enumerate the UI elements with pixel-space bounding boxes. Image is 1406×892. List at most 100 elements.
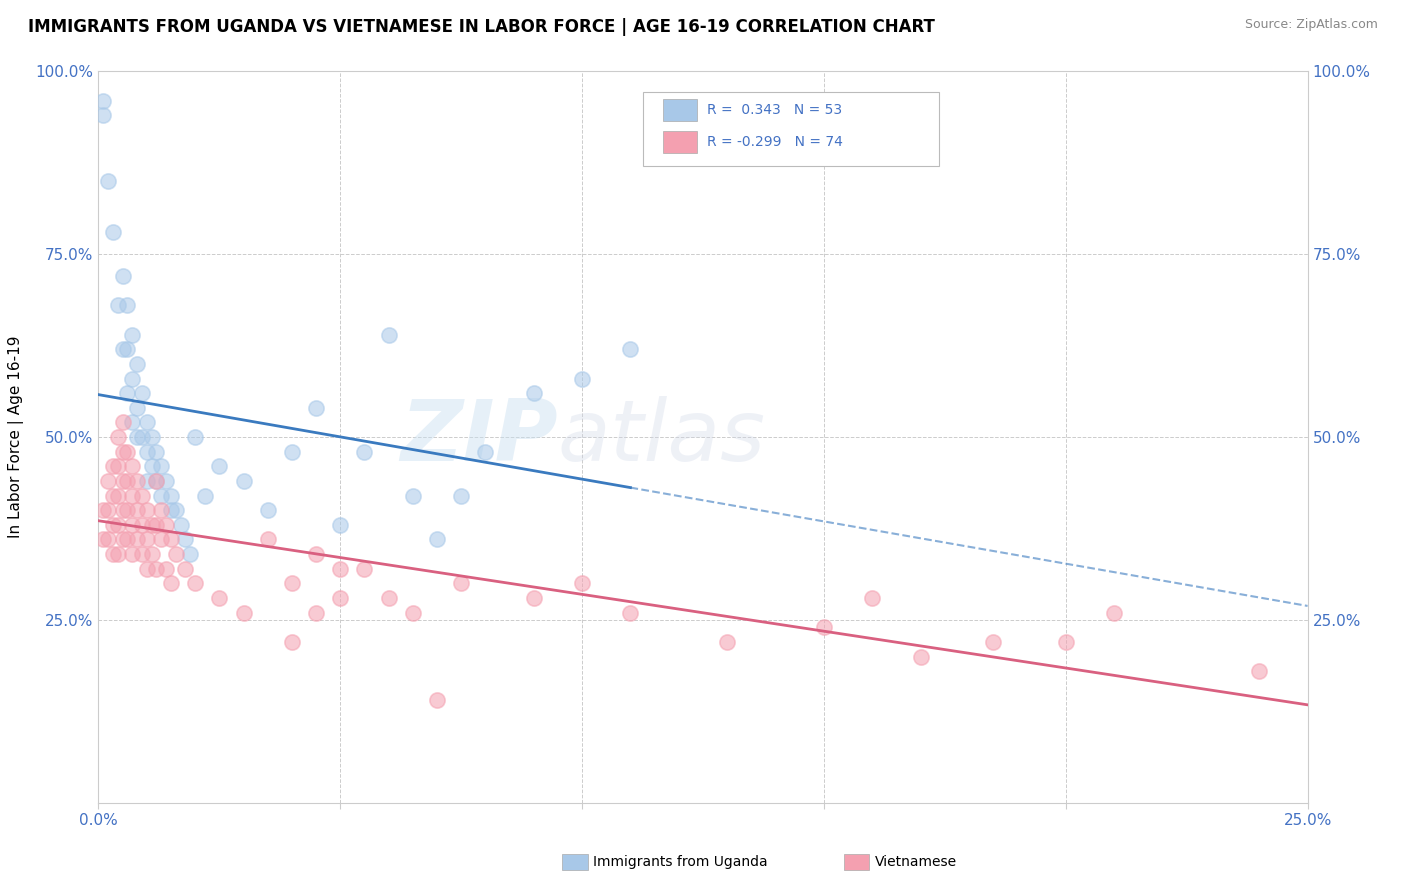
Point	[135, 444, 157, 458]
Point	[121, 547, 143, 561]
Point	[232, 606, 254, 620]
Point	[860, 591, 883, 605]
Point	[91, 503, 114, 517]
Point	[111, 269, 134, 284]
Point	[91, 94, 114, 108]
Point	[523, 386, 546, 401]
Point	[571, 371, 593, 385]
Y-axis label: In Labor Force | Age 16-19: In Labor Force | Age 16-19	[8, 335, 24, 539]
Point	[131, 489, 153, 503]
Point	[716, 635, 738, 649]
Point	[450, 489, 472, 503]
Point	[150, 489, 173, 503]
Point	[131, 547, 153, 561]
Point	[117, 444, 139, 458]
Point	[121, 459, 143, 474]
Point	[141, 517, 163, 532]
Bar	[664, 131, 697, 153]
Point	[150, 459, 173, 474]
Point	[111, 444, 134, 458]
Point	[305, 606, 328, 620]
Point	[107, 547, 129, 561]
Point	[145, 474, 167, 488]
Point	[135, 416, 157, 430]
Point	[155, 562, 177, 576]
Point	[184, 576, 207, 591]
Text: Source: ZipAtlas.com: Source: ZipAtlas.com	[1244, 18, 1378, 31]
Point	[111, 474, 134, 488]
Point	[121, 327, 143, 342]
Point	[121, 489, 143, 503]
Point	[145, 562, 167, 576]
Point	[111, 343, 134, 357]
Point	[117, 533, 139, 547]
Point	[131, 386, 153, 401]
Point	[402, 606, 425, 620]
Point	[305, 547, 328, 561]
Point	[135, 533, 157, 547]
Point	[353, 444, 375, 458]
Point	[141, 547, 163, 561]
Point	[450, 576, 472, 591]
Point	[117, 298, 139, 312]
Point	[107, 430, 129, 444]
Point	[305, 401, 328, 415]
Point	[117, 343, 139, 357]
Point	[127, 357, 149, 371]
Point	[426, 533, 449, 547]
Point	[91, 533, 114, 547]
Point	[1054, 635, 1077, 649]
FancyBboxPatch shape	[643, 92, 939, 167]
Point	[101, 547, 124, 561]
Point	[145, 517, 167, 532]
Point	[160, 503, 183, 517]
Point	[131, 430, 153, 444]
Point	[1102, 606, 1125, 620]
Point	[127, 430, 149, 444]
Point	[91, 108, 114, 122]
Point	[474, 444, 496, 458]
Point	[208, 459, 231, 474]
Point	[377, 591, 399, 605]
Point	[426, 693, 449, 707]
Point	[135, 474, 157, 488]
Point	[619, 343, 641, 357]
Point	[281, 444, 304, 458]
Point	[101, 489, 124, 503]
Point	[281, 576, 304, 591]
Point	[377, 327, 399, 342]
Point	[160, 533, 183, 547]
Point	[150, 503, 173, 517]
Point	[117, 474, 139, 488]
Point	[135, 503, 157, 517]
Point	[97, 503, 120, 517]
Point	[101, 517, 124, 532]
Point	[208, 591, 231, 605]
Point	[169, 517, 191, 532]
Point	[160, 576, 183, 591]
Point	[127, 503, 149, 517]
Point	[121, 517, 143, 532]
Point	[101, 459, 124, 474]
Point	[165, 503, 187, 517]
Point	[145, 474, 167, 488]
Point	[127, 401, 149, 415]
Text: atlas: atlas	[558, 395, 766, 479]
Point	[107, 298, 129, 312]
Point	[117, 386, 139, 401]
Point	[150, 533, 173, 547]
Point	[523, 591, 546, 605]
Point	[256, 503, 278, 517]
Point	[232, 474, 254, 488]
Point	[155, 517, 177, 532]
Text: R = -0.299   N = 74: R = -0.299 N = 74	[707, 135, 842, 149]
Point	[107, 459, 129, 474]
Point	[174, 533, 197, 547]
Point	[619, 606, 641, 620]
Point	[194, 489, 217, 503]
Point	[117, 503, 139, 517]
Point	[97, 474, 120, 488]
Point	[101, 225, 124, 239]
Point	[179, 547, 201, 561]
Point	[184, 430, 207, 444]
